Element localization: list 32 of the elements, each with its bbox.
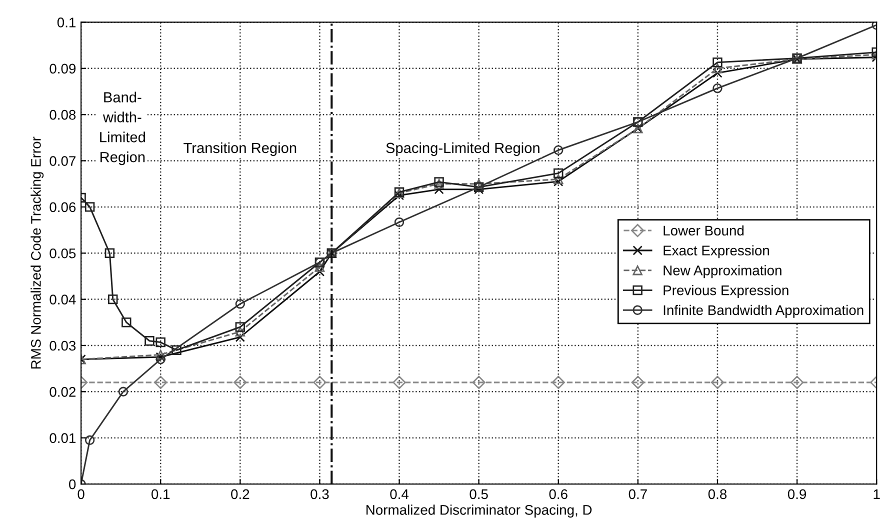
legend-label: Exact Expression	[664, 245, 769, 258]
legend-label: Previous Expression	[664, 285, 788, 298]
y-tick-label: 0.07	[50, 156, 76, 166]
legend-label: New Approximation	[664, 265, 782, 278]
y-tick-label: 0.02	[50, 387, 76, 397]
annotation: Band- width- Limited Region	[100, 92, 145, 166]
x-tick-label: 0.7	[628, 489, 647, 500]
x-tick-label: 0.6	[549, 489, 568, 500]
y-tick-label: 0.04	[50, 294, 76, 304]
x-tick-label: 0.8	[708, 489, 727, 500]
legend-label: Lower Bound	[664, 225, 744, 236]
y-tick-label: 0	[69, 479, 76, 490]
x-axis-title: Normalized Discriminator Spacing, D	[366, 504, 592, 518]
y-tick-label: 0.06	[50, 202, 76, 212]
y-tick-label: 0.1	[57, 18, 76, 28]
x-tick-label: 0.9	[788, 489, 806, 500]
y-tick-label: 0.08	[50, 110, 76, 120]
x-tick-label: 0.2	[231, 489, 250, 500]
annotation: Spacing-Limited Region	[386, 142, 540, 156]
y-tick-label: 0.09	[50, 64, 76, 74]
y-axis-title: RMS Normalized Code Tracking Error	[30, 136, 44, 369]
annotation: Transition Region	[184, 142, 296, 156]
y-tick-label: 0.01	[50, 433, 76, 444]
y-tick-label: 0.05	[50, 248, 76, 258]
x-tick-label: 1	[874, 489, 880, 499]
x-tick-label: 0.4	[390, 489, 409, 500]
y-tick-label: 0.03	[50, 340, 76, 351]
x-tick-label: 0.3	[310, 489, 329, 500]
x-tick-label: 0.5	[470, 489, 488, 500]
legend-label: Infinite Bandwidth Approximation	[664, 304, 864, 318]
x-tick-label: 0.1	[151, 489, 170, 500]
x-tick-label: 0	[78, 489, 84, 500]
